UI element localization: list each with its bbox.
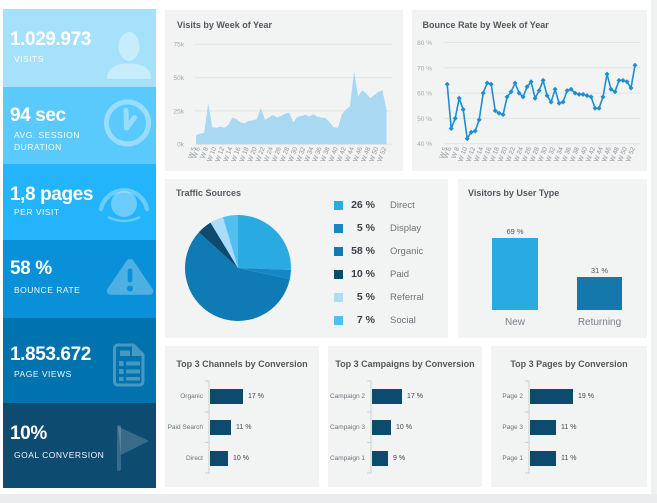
- svg-text:W 52: W 52: [377, 146, 389, 163]
- svg-text:50k: 50k: [174, 75, 185, 82]
- svg-text:W 20: W 20: [497, 146, 509, 163]
- svg-text:W 40: W 40: [328, 146, 340, 163]
- svg-text:W 16: W 16: [481, 146, 493, 163]
- svg-text:W 44: W 44: [593, 146, 605, 163]
- svg-text:W 34: W 34: [553, 146, 565, 163]
- svg-text:W 18: W 18: [239, 146, 251, 163]
- svg-text:W 50: W 50: [369, 146, 381, 163]
- svg-text:W 22: W 22: [255, 146, 267, 163]
- svg-text:W 38: W 38: [569, 146, 581, 163]
- svg-text:W 48: W 48: [360, 146, 372, 163]
- svg-text:W 46: W 46: [352, 146, 364, 163]
- svg-text:70 %: 70 %: [417, 65, 432, 72]
- svg-text:W 18: W 18: [489, 146, 501, 163]
- svg-text:60 %: 60 %: [417, 91, 432, 98]
- svg-text:W 10: W 10: [206, 146, 218, 163]
- svg-text:W 32: W 32: [545, 146, 557, 163]
- svg-text:W 8: W 8: [200, 146, 211, 160]
- svg-text:W 42: W 42: [585, 146, 597, 163]
- svg-text:W 46: W 46: [601, 146, 613, 163]
- svg-text:W 38: W 38: [320, 146, 332, 163]
- svg-text:W 12: W 12: [465, 146, 477, 163]
- svg-text:W 22: W 22: [505, 146, 517, 163]
- svg-text:0k: 0k: [177, 142, 185, 149]
- svg-text:W 26: W 26: [521, 146, 533, 163]
- svg-text:W 32: W 32: [296, 146, 308, 163]
- svg-text:25k: 25k: [174, 108, 185, 115]
- svg-text:50 %: 50 %: [417, 116, 432, 123]
- svg-text:W 10: W 10: [457, 146, 469, 163]
- svg-text:75k: 75k: [174, 42, 185, 49]
- svg-text:W 26: W 26: [271, 146, 283, 163]
- svg-text:W 5: W 5: [187, 146, 198, 160]
- svg-text:W 5: W 5: [439, 146, 450, 160]
- svg-text:W 14: W 14: [223, 146, 235, 163]
- svg-text:W 14: W 14: [473, 146, 485, 163]
- svg-text:W 6: W 6: [443, 146, 454, 160]
- svg-text:W 30: W 30: [537, 146, 549, 163]
- svg-text:W 48: W 48: [609, 146, 621, 163]
- svg-text:W 36: W 36: [561, 146, 573, 163]
- svg-text:W 16: W 16: [231, 146, 243, 163]
- svg-text:W 40: W 40: [577, 146, 589, 163]
- svg-text:W 52: W 52: [625, 146, 637, 163]
- svg-text:W 50: W 50: [617, 146, 629, 163]
- svg-text:W 28: W 28: [279, 146, 291, 163]
- svg-text:W 44: W 44: [344, 146, 356, 163]
- svg-text:W 36: W 36: [312, 146, 324, 163]
- svg-text:W 30: W 30: [287, 146, 299, 163]
- svg-text:W 28: W 28: [529, 146, 541, 163]
- svg-text:W 8: W 8: [451, 146, 462, 160]
- svg-text:W 20: W 20: [247, 146, 259, 163]
- svg-text:W 24: W 24: [513, 146, 525, 163]
- svg-text:80 %: 80 %: [417, 40, 432, 47]
- svg-text:W 24: W 24: [263, 146, 275, 163]
- svg-text:W 34: W 34: [304, 146, 316, 163]
- svg-text:W 42: W 42: [336, 146, 348, 163]
- svg-text:W 6: W 6: [191, 146, 202, 160]
- svg-text:W 12: W 12: [215, 146, 227, 163]
- svg-text:40 %: 40 %: [417, 141, 432, 148]
